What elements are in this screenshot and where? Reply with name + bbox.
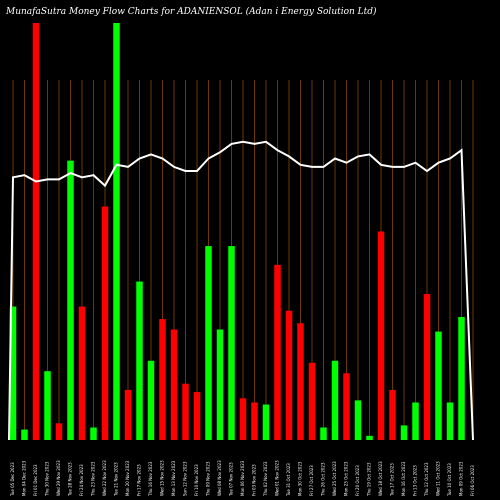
bar — [308, 362, 316, 440]
x-tick-label: Mon 23 Oct 2023 — [344, 461, 349, 496]
x-tick-label: Wed 15 Nov 2023 — [160, 460, 165, 496]
bar — [44, 371, 51, 440]
x-tick-label: Sun 12 Nov 2023 — [183, 461, 188, 496]
bar — [343, 373, 350, 440]
bar — [262, 404, 270, 440]
x-tick-label: Tue 17 Oct 2023 — [390, 463, 395, 497]
bar — [446, 402, 454, 440]
bar — [67, 160, 74, 441]
x-tick-label: Fri 17 Nov 2023 — [137, 464, 142, 496]
bar — [239, 398, 247, 440]
x-tick-label: Thu 02 Nov 2023 — [263, 461, 268, 497]
bar — [412, 402, 419, 440]
x-tick-label: Fri 01 Dec 2023 — [33, 464, 38, 496]
x-tick-label: Mon 30 Oct 2023 — [298, 461, 303, 496]
bar — [193, 392, 201, 440]
x-tick-label: Tue 31 Oct 2023 — [286, 463, 291, 497]
bar — [354, 400, 362, 440]
bar — [101, 206, 109, 440]
x-tick-label: Tue 28 Nov 2023 — [68, 462, 73, 497]
x-tick-label: Wed 01 Nov 2023 — [275, 460, 280, 496]
bar — [389, 389, 396, 440]
bar — [78, 306, 86, 440]
x-tick-label: Wed 08 Nov 2023 — [217, 460, 222, 496]
bar — [147, 360, 155, 440]
bar — [32, 23, 40, 440]
money-flow-line — [8, 140, 474, 441]
x-tick-label: Tue 10 Oct 2023 — [447, 463, 452, 497]
bar — [458, 316, 465, 440]
x-tick-label: Mon 20 Nov 2023 — [125, 460, 130, 496]
x-tick-label: Fri 20 Oct 2023 — [355, 465, 360, 496]
bar — [182, 383, 189, 440]
x-tick-label: Thu 30 Nov 2023 — [45, 461, 50, 497]
x-tick-label: Thu 23 Nov 2023 — [91, 461, 96, 497]
bar — [331, 360, 339, 440]
chart-title: MunafaSutra Money Flow Charts for ADANIE… — [6, 7, 377, 17]
bar — [21, 429, 28, 440]
x-tick-label: Wed 18 Oct 2023 — [378, 461, 383, 496]
bar — [285, 310, 293, 440]
x-tick-label: Mon 06 Nov 2023 — [240, 460, 245, 496]
bar — [205, 246, 212, 440]
bar — [90, 427, 97, 440]
bar — [216, 329, 224, 440]
x-tick-label: Tue 05 Dec 2023 — [10, 462, 15, 497]
x-tick-label: Fri 27 Oct 2023 — [309, 465, 314, 496]
x-tick-label: Wed 22 Nov 2023 — [102, 460, 107, 496]
bar — [9, 306, 17, 440]
bar — [170, 329, 178, 440]
x-tick-label: Thu 19 Oct 2023 — [367, 462, 372, 497]
x-tick-label: Thu 26 Oct 2023 — [321, 462, 326, 497]
x-tick-label: Wed 29 Nov 2023 — [56, 460, 61, 496]
x-tick-label: Mon 16 Oct 2023 — [401, 461, 406, 496]
x-tick-label: Tue 07 Nov 2023 — [229, 462, 234, 497]
bar — [320, 427, 327, 440]
x-tick-label: Wed 25 Oct 2023 — [332, 461, 337, 496]
x-tick-label: Thu 12 Oct 2023 — [424, 462, 429, 497]
bar — [377, 231, 385, 440]
x-tick-label: Fri 06 Oct 2023 — [470, 465, 475, 496]
x-tick-label: Mon 09 Oct 2023 — [459, 461, 464, 496]
bar — [55, 423, 63, 440]
x-tick-label: Tue 21 Nov 2023 — [114, 462, 119, 497]
bar — [113, 23, 120, 440]
x-tick-label: Fri 10 Nov 2023 — [194, 464, 199, 496]
bar — [400, 425, 408, 440]
x-tick-label: Fri 03 Nov 2023 — [252, 464, 257, 496]
bar — [435, 331, 442, 440]
x-tick-label: Wed 11 Oct 2023 — [436, 461, 441, 496]
x-tick-label: Fri 24 Nov 2023 — [79, 464, 84, 496]
x-tick-label: Mon 04 Dec 2023 — [22, 460, 27, 496]
x-tick-label: Thu 09 Nov 2023 — [206, 461, 211, 497]
bar — [251, 402, 258, 440]
bar — [124, 389, 132, 440]
bar — [297, 323, 304, 440]
bar — [423, 294, 431, 440]
bar — [159, 319, 166, 440]
bar — [274, 264, 281, 440]
x-tick-label: Thu 16 Nov 2023 — [148, 461, 153, 497]
x-tick-label: Fri 13 Oct 2023 — [413, 465, 418, 496]
x-tick-label: Mon 13 Nov 2023 — [171, 460, 176, 496]
bar — [366, 435, 373, 440]
bar — [136, 281, 143, 440]
bar — [228, 246, 235, 440]
